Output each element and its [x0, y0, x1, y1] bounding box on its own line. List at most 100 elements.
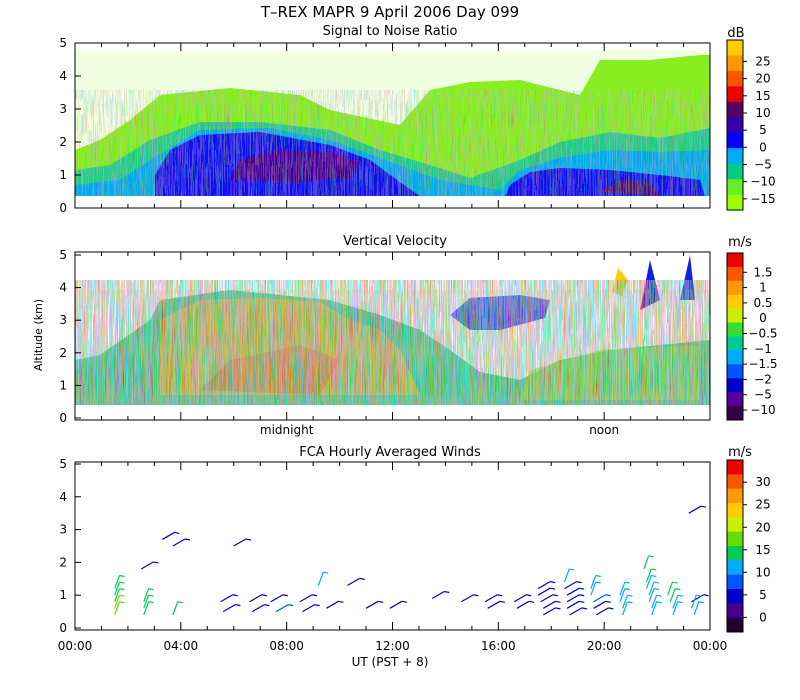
y-tick-label: 1 — [59, 378, 67, 392]
wind-barb — [222, 604, 241, 613]
wind-barb — [172, 538, 191, 547]
winds-panel-title: FCA Hourly Averaged Winds — [299, 445, 481, 460]
colorbar-swatch — [727, 546, 743, 561]
wind-barb — [143, 594, 154, 609]
wind-barb — [643, 555, 654, 570]
wind-barb — [484, 594, 503, 603]
y-tick-label: 3 — [59, 102, 67, 116]
noon-marker-label: noon — [589, 423, 619, 437]
winds-panel: FCA Hourly Averaged Winds 0 1 2 3 4 5 00:00 04… — [58, 445, 771, 669]
wind-barb — [688, 505, 707, 514]
colorbar-label: 25 — [755, 498, 770, 512]
wind-barb — [270, 594, 289, 603]
colorbar-label: −10 — [750, 403, 775, 417]
colorbar-label: 0 — [759, 140, 767, 154]
wind-barb — [326, 600, 344, 609]
colorbar-frame — [726, 39, 744, 211]
x-tick-label: 04:00 — [164, 639, 199, 653]
colorbar-label: −1 — [754, 342, 772, 356]
x-tick-label: 00:00 — [693, 639, 728, 653]
colorbar-label: −10 — [750, 175, 775, 189]
wind-barb — [543, 607, 561, 616]
colorbar-label: 10 — [755, 106, 770, 120]
wind-barb — [249, 594, 267, 603]
colorbar-label: 20 — [755, 520, 770, 534]
colorbar-label: 5 — [759, 123, 767, 137]
wind-barb — [143, 588, 154, 602]
velocity-panel-title: Vertical Velocity — [343, 234, 447, 249]
colorbar-swatch — [727, 531, 743, 547]
winds-unit-label: m/s — [728, 445, 752, 460]
colorbar-label: −0.5 — [748, 327, 777, 341]
colorbar-swatch — [727, 55, 743, 72]
wind-barb — [669, 588, 681, 602]
colorbar-swatch — [727, 406, 743, 421]
wind-barb — [460, 594, 479, 603]
colorbar-label: 10 — [755, 565, 770, 579]
colorbar-swatch — [727, 322, 743, 337]
wind-barb — [667, 581, 678, 596]
colorbar-swatch — [727, 378, 743, 393]
wind-barb — [569, 607, 588, 616]
snr-y-axis: 0 1 2 3 4 5 — [59, 36, 81, 215]
wind-barb — [590, 581, 601, 596]
wind-barb — [220, 594, 238, 603]
wind-barb — [389, 600, 408, 609]
wind-barb — [365, 600, 384, 609]
wind-barb — [516, 600, 535, 609]
velocity-colorbar: 1.5 10.50 −0.5−1−1.5−2 −5−10 — [726, 252, 778, 421]
wind-barb — [690, 594, 702, 609]
wind-barb — [672, 594, 683, 609]
colorbar-swatch — [727, 589, 743, 604]
colorbar-swatch — [727, 163, 743, 180]
wind-barb — [347, 577, 365, 586]
wind-barb — [537, 581, 556, 590]
wind-barb — [114, 588, 125, 602]
colorbar-swatch — [727, 460, 743, 475]
wind-barb — [622, 601, 633, 616]
colorbar-swatch — [727, 148, 743, 165]
velocity-heatmap — [75, 255, 710, 405]
wind-barb — [302, 604, 320, 613]
wind-barb — [114, 574, 125, 589]
y-tick-label: 2 — [59, 346, 67, 360]
wind-barb — [143, 601, 154, 616]
y-tick-label: 0 — [59, 201, 67, 215]
colorbar-frame — [726, 459, 744, 633]
colorbar-swatch — [727, 474, 743, 490]
colorbar-label: 20 — [755, 72, 770, 86]
y-tick-label: 0 — [59, 411, 67, 425]
wind-barb — [114, 601, 125, 616]
wind-barb — [590, 574, 601, 589]
colorbar-swatch — [727, 101, 743, 118]
colorbar-swatch — [727, 308, 743, 324]
colorbar-swatch — [727, 266, 743, 282]
wind-barb — [513, 594, 532, 603]
wind-barb — [619, 588, 630, 602]
snr-unit-label: dB — [727, 26, 744, 41]
colorbar-label: −5 — [754, 157, 772, 171]
y-tick-label: 5 — [59, 248, 67, 262]
wind-barb — [619, 581, 630, 596]
wind-barb — [487, 600, 505, 609]
y-tick-label: 2 — [59, 555, 67, 569]
y-axis-label: Altitude (km) — [32, 299, 45, 371]
velocity-unit-label: m/s — [728, 235, 752, 250]
colorbar-label: 1 — [759, 281, 767, 295]
wind-barb — [564, 581, 582, 590]
colorbar-label: 0 — [759, 311, 767, 325]
wind-barb — [672, 601, 683, 616]
wind-barb — [651, 594, 662, 609]
x-tick-label: 08:00 — [269, 639, 304, 653]
colorbar-label: 1.5 — [753, 265, 772, 279]
colorbar-swatch — [727, 280, 743, 296]
wind-barb — [251, 604, 270, 613]
winds-colorbar: 30 25 20 15 10 5 0 — [726, 459, 771, 633]
colorbar-swatch — [727, 574, 743, 590]
x-axis-label: UT (PST + 8) — [352, 655, 429, 669]
snr-panel: Signal to Noise Ratio 0 1 2 3 4 5 dB 25 20 15 10… — [59, 24, 775, 215]
colorbar-label: 5 — [759, 588, 767, 602]
wind-barb — [566, 594, 585, 603]
colorbar-swatch — [727, 40, 743, 56]
winds-x-ticks: 00:00 04:00 08:00 12:00 16:00 20:00 00:00 — [58, 462, 728, 653]
